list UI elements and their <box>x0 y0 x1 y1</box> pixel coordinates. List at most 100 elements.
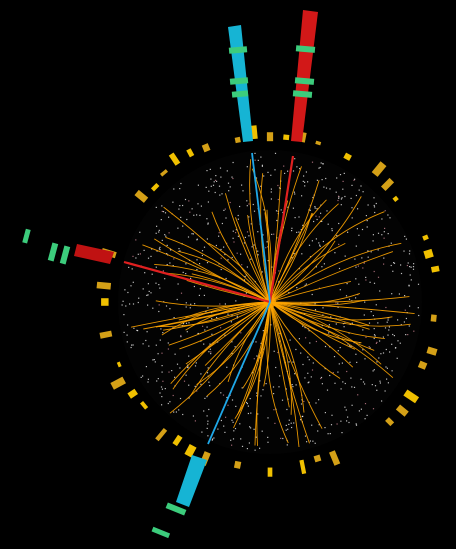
hit <box>319 166 321 169</box>
hit <box>207 307 209 309</box>
hit <box>272 386 275 388</box>
hit <box>253 428 255 430</box>
particle-track <box>269 240 336 303</box>
hit <box>400 264 402 266</box>
particle-track <box>191 273 271 303</box>
hit <box>373 270 375 273</box>
hit <box>151 273 153 275</box>
hit <box>196 259 198 261</box>
hit <box>334 252 336 254</box>
hit <box>348 421 350 424</box>
hit <box>196 214 198 216</box>
hit <box>350 345 352 348</box>
hit <box>127 324 129 326</box>
hit <box>322 163 324 165</box>
hit <box>167 402 169 405</box>
hit <box>408 284 410 286</box>
muon-chamber <box>295 45 316 53</box>
hit <box>342 381 344 383</box>
hit <box>384 210 386 212</box>
hit <box>231 256 233 259</box>
hit <box>344 382 346 385</box>
hit <box>285 388 287 390</box>
hit <box>256 392 258 394</box>
hit <box>360 185 362 187</box>
hit <box>312 196 314 199</box>
hit <box>188 322 190 324</box>
hit <box>243 242 246 244</box>
hit <box>201 431 203 433</box>
hit <box>172 201 174 203</box>
hit <box>277 184 279 187</box>
hit <box>300 229 302 231</box>
hit <box>355 423 357 425</box>
hit <box>160 219 162 221</box>
cyan-track-top <box>251 152 271 303</box>
hit <box>259 380 261 382</box>
particle-track <box>234 217 271 303</box>
hit <box>312 362 314 364</box>
calorimeter-cell <box>96 281 112 290</box>
hit <box>338 222 340 225</box>
hit <box>392 270 394 272</box>
hit <box>174 376 176 378</box>
hit <box>151 248 153 250</box>
hit <box>409 250 411 252</box>
hit <box>280 209 282 211</box>
hit <box>315 238 317 240</box>
hit <box>404 235 406 237</box>
particle-track <box>269 301 292 415</box>
hit <box>168 216 170 218</box>
hit <box>338 267 341 270</box>
hit <box>191 233 193 235</box>
hit <box>241 184 243 186</box>
hit <box>124 289 126 291</box>
hit <box>231 399 234 401</box>
hit <box>256 355 258 357</box>
hit <box>249 398 251 400</box>
hit <box>391 370 393 372</box>
hit <box>270 191 272 193</box>
hit <box>367 256 369 258</box>
hit <box>246 231 249 233</box>
hit <box>234 346 236 348</box>
hit <box>265 383 267 385</box>
calorimeter-cell <box>417 360 428 370</box>
hit <box>287 206 289 208</box>
particle-track <box>256 301 271 446</box>
hit <box>250 427 252 429</box>
hit <box>159 246 161 248</box>
hit <box>302 180 304 182</box>
hit <box>393 335 395 337</box>
hit <box>304 327 306 329</box>
hit <box>207 367 209 369</box>
hit <box>241 264 243 266</box>
particle-track <box>269 301 411 327</box>
particle-track <box>269 301 394 379</box>
hit <box>351 322 353 324</box>
hit <box>362 267 364 269</box>
hit <box>206 415 208 417</box>
hit <box>271 233 273 235</box>
hit <box>153 359 155 361</box>
hit <box>164 278 166 280</box>
hit <box>301 253 303 255</box>
hit <box>308 330 310 332</box>
hit <box>306 441 308 443</box>
hit <box>319 244 321 246</box>
particle-track <box>269 242 346 303</box>
hit <box>373 282 376 284</box>
hit <box>387 334 389 336</box>
hit <box>381 400 383 402</box>
hit <box>366 414 368 416</box>
particle-track <box>269 213 313 303</box>
hit <box>324 412 326 414</box>
calorimeter-cell <box>101 298 109 306</box>
hit <box>203 343 205 345</box>
hit <box>241 387 243 389</box>
hit <box>152 359 154 361</box>
hit <box>350 377 352 379</box>
hit <box>224 334 226 336</box>
hit <box>351 404 353 406</box>
hit <box>296 231 298 233</box>
